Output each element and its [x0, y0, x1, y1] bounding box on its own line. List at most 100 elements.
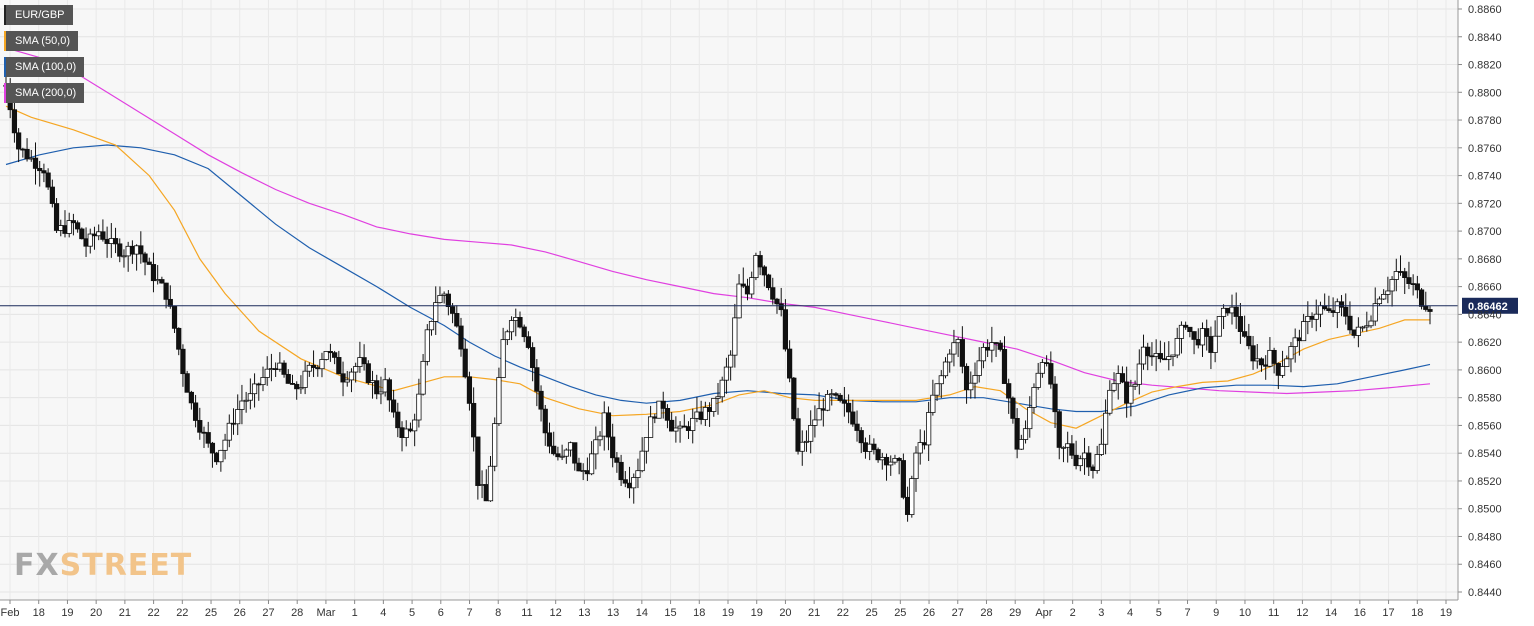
candle-down — [1191, 331, 1197, 340]
x-tick-label: 12 — [1296, 607, 1308, 619]
candle-down — [336, 357, 342, 375]
x-tick-label: 19 — [61, 607, 73, 619]
candle-down — [462, 348, 468, 378]
x-tick-label: 25 — [865, 607, 877, 619]
candle-down — [167, 298, 173, 307]
sma50-line — [5, 105, 1430, 429]
x-tick-label: 17 — [1382, 607, 1394, 619]
candle-up — [239, 400, 245, 410]
candle-down — [1275, 363, 1281, 376]
candle-down — [660, 400, 666, 409]
x-tick-label: 18 — [33, 607, 45, 619]
candle-up — [1279, 366, 1286, 376]
x-tick-label: 1 — [352, 607, 358, 619]
candle-down — [327, 351, 334, 354]
candle-down — [20, 148, 26, 151]
candle-up — [1035, 372, 1041, 388]
legend-label: EUR/GBP — [15, 9, 65, 21]
candle-down — [1330, 310, 1336, 313]
candle-down — [1263, 364, 1269, 367]
candle-up — [1077, 458, 1083, 467]
candle-up — [268, 368, 275, 370]
candle-up — [433, 302, 439, 322]
candle-up — [926, 412, 932, 446]
candle-up — [1385, 290, 1391, 295]
candle-up — [155, 279, 161, 282]
candle-up — [222, 439, 228, 451]
x-tick-label: 5 — [409, 607, 415, 619]
y-tick-label: 0.8640 — [1468, 309, 1502, 321]
candle-up — [260, 377, 266, 386]
candle-down — [985, 346, 991, 351]
candle-down — [761, 266, 767, 276]
candle-down — [706, 407, 713, 412]
candle-down — [820, 408, 826, 411]
candle-down — [1271, 349, 1277, 364]
candle-up — [378, 391, 384, 395]
legend-swatch — [4, 5, 6, 25]
candle-up — [1153, 353, 1159, 357]
x-tick-label: 9 — [1213, 607, 1219, 619]
candle-down — [180, 348, 186, 375]
x-tick-label: 16 — [1354, 607, 1366, 619]
candle-up — [1128, 385, 1134, 404]
candle-down — [91, 233, 98, 237]
x-tick-label: 15 — [664, 607, 676, 619]
candle-down — [1338, 301, 1345, 308]
y-tick-label: 0.8660 — [1468, 282, 1502, 294]
candle-up — [420, 360, 426, 395]
y-tick-label: 0.8840 — [1468, 32, 1502, 44]
candle-up — [424, 329, 430, 362]
candle-down — [740, 283, 746, 287]
candle-up — [955, 339, 961, 344]
x-axis: Feb 18 19 20 21 22 22 25 26 27 28 Mar 1 4 5 6 7 8 11 12 13 13… — [0, 599, 1458, 619]
y-tick-label: 0.8440 — [1468, 587, 1502, 599]
candle-down — [614, 457, 620, 463]
x-tick-label: 6 — [438, 607, 444, 619]
candle-down — [445, 293, 451, 308]
x-tick-label: 7 — [1184, 607, 1190, 619]
candle-down — [576, 462, 582, 472]
candle-down — [698, 411, 704, 420]
x-tick-label: 21 — [119, 607, 131, 619]
x-tick-label: 19 — [722, 607, 734, 619]
candle-down — [53, 203, 60, 231]
candle-up — [647, 416, 654, 438]
candle-up — [938, 375, 944, 385]
logo-fx: FX — [14, 548, 60, 583]
candle-up — [247, 393, 253, 401]
candle-up — [382, 379, 388, 393]
y-tick-label: 0.8480 — [1468, 531, 1502, 543]
candle-down — [281, 362, 287, 375]
candle-down — [273, 368, 279, 370]
candle-up — [808, 425, 814, 442]
candle-down — [1237, 316, 1244, 332]
candle-up — [441, 293, 447, 296]
legend-swatch — [4, 31, 6, 51]
candle-up — [513, 316, 519, 321]
candle-down — [993, 342, 999, 344]
candle-down — [159, 279, 165, 284]
candle-down — [458, 325, 464, 350]
candle-up — [1288, 346, 1294, 360]
candle-down — [685, 426, 692, 431]
candle-up — [1216, 316, 1222, 337]
candle-up — [1284, 358, 1290, 367]
candle-up — [1081, 452, 1088, 460]
candle-down — [75, 222, 81, 230]
candle-down — [572, 442, 578, 464]
candle-up — [1107, 389, 1113, 414]
x-tick-label: 20 — [779, 607, 791, 619]
x-tick-label: 22 — [147, 607, 159, 619]
legend-item-sma50: SMA (50,0) — [4, 31, 79, 51]
candle-down — [1048, 363, 1054, 385]
candle-up — [1381, 293, 1387, 300]
candle-down — [395, 411, 401, 429]
x-tick-label: 13 — [607, 607, 619, 619]
candle-down — [850, 411, 856, 425]
y-tick-label: 0.8760 — [1468, 143, 1502, 155]
candle-down — [374, 380, 380, 395]
candle-up — [559, 455, 565, 458]
candle-up — [277, 362, 283, 370]
candle-down — [681, 425, 687, 428]
